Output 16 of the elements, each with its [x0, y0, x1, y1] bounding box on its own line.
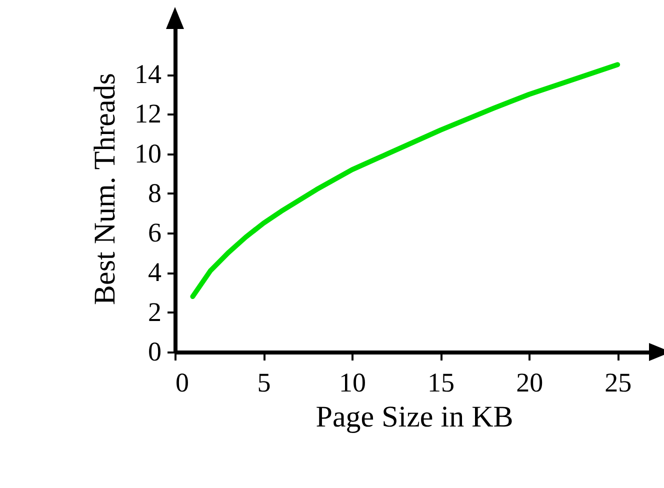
x-tick-label: 10	[339, 368, 366, 398]
y-tick-label: 4	[148, 257, 162, 288]
y-axis-title: Best Num. Threads	[88, 73, 122, 305]
y-tick-label: 10	[134, 138, 162, 168]
x-tick-label: 5	[257, 368, 271, 398]
y-tick-label: 6	[148, 218, 162, 248]
y-tick-label: 14	[134, 59, 162, 90]
x-tick-label: 25	[604, 368, 632, 398]
y-tick-label: 0	[148, 336, 162, 366]
y-tick-label: 8	[148, 178, 162, 208]
x-tick-label: 20	[516, 368, 544, 398]
x-axis-title: Page Size in KB	[316, 400, 514, 434]
x-tick-label: 15	[428, 368, 455, 398]
y-tick-label: 2	[148, 296, 162, 327]
y-tick-label: 12	[134, 98, 162, 129]
x-tick-label: 0	[176, 368, 189, 398]
